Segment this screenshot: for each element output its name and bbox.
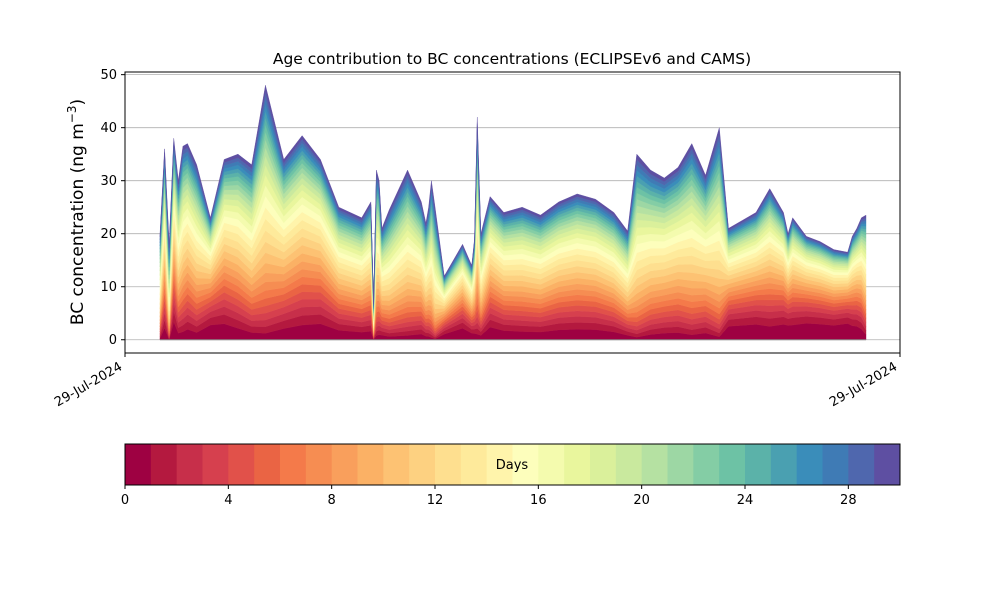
y-tick-label: 10 — [100, 280, 117, 295]
colorbar-cell — [848, 444, 875, 485]
colorbar-label: Days — [496, 458, 529, 473]
y-axis: 0 10 20 30 40 50 — [100, 68, 125, 348]
y-tick-label: 0 — [109, 333, 117, 348]
colorbar-cell — [822, 444, 849, 485]
x-tick-label: 29-Jul-2024 — [827, 359, 900, 410]
colorbar-tick-label: 8 — [328, 493, 336, 508]
colorbar: Days 0 4 8 12 16 20 24 28 — [121, 443, 901, 508]
colorbar-cell — [745, 444, 772, 485]
plot-area: 0 10 20 30 40 50 29-Jul-2024 29-Jul-2024 — [52, 68, 901, 410]
y-tick-label: 40 — [100, 121, 117, 136]
plot-frame — [124, 71, 901, 354]
colorbar-tick-label: 28 — [840, 493, 857, 508]
colorbar-tick-label: 0 — [121, 493, 129, 508]
colorbar-cells — [125, 444, 901, 485]
stacked-area-layers — [159, 85, 867, 341]
colorbar-cell — [512, 444, 539, 485]
colorbar-cell — [202, 444, 229, 485]
colorbar-cell — [770, 444, 798, 485]
x-axis: 29-Jul-2024 29-Jul-2024 — [52, 353, 901, 410]
colorbar-cell — [615, 444, 643, 485]
y-axis-label: BC concentration (ng m−3) — [65, 99, 88, 325]
colorbar-cell — [176, 444, 203, 485]
colorbar-cell — [564, 444, 591, 485]
colorbar-cell — [409, 444, 436, 485]
colorbar-tick-label: 24 — [737, 493, 754, 508]
colorbar-cell — [150, 444, 178, 485]
colorbar-cell — [590, 444, 617, 485]
y-axis-label-unit-exponent: −3 — [65, 105, 79, 123]
colorbar-cell — [667, 444, 694, 485]
y-tick-label: 20 — [100, 227, 117, 242]
colorbar-cell — [280, 444, 307, 485]
colorbar-cell — [874, 444, 901, 485]
colorbar-tick-label: 4 — [224, 493, 232, 508]
colorbar-tick-label: 20 — [633, 493, 650, 508]
colorbar-ticks: 0 4 8 12 16 20 24 28 — [121, 485, 857, 508]
colorbar-cell — [693, 444, 720, 485]
y-tick-label: 50 — [100, 68, 117, 83]
colorbar-cell — [641, 444, 668, 485]
colorbar-frame — [124, 443, 901, 486]
colorbar-cell — [538, 444, 565, 485]
colorbar-cell — [357, 444, 384, 485]
colorbar-cell — [228, 444, 255, 485]
colorbar-cell — [796, 444, 823, 485]
colorbar-cell — [254, 444, 281, 485]
colorbar-cell — [435, 444, 462, 485]
y-tick-label: 30 — [100, 174, 117, 189]
colorbar-cell — [305, 444, 333, 485]
colorbar-tick-label: 12 — [427, 493, 444, 508]
chart-title: Age contribution to BC concentrations (E… — [273, 50, 751, 68]
age-layer-30 — [159, 85, 867, 304]
colorbar-tick-label: 16 — [530, 493, 547, 508]
colorbar-cell — [331, 444, 358, 485]
x-tick-label: 29-Jul-2024 — [52, 359, 125, 410]
colorbar-cell — [125, 444, 152, 485]
colorbar-cell — [460, 444, 488, 485]
colorbar-cell — [383, 444, 410, 485]
y-axis-label-close: ) — [68, 99, 88, 106]
colorbar-cell — [719, 444, 746, 485]
colorbar-cell — [486, 444, 513, 485]
